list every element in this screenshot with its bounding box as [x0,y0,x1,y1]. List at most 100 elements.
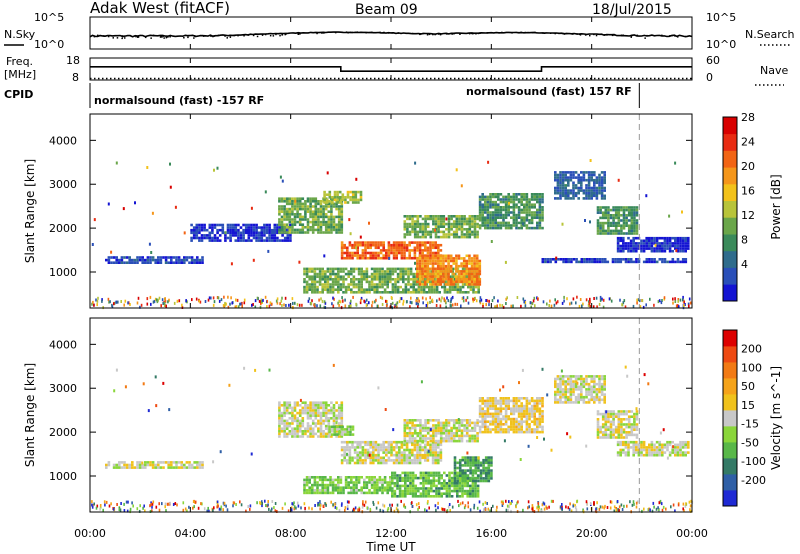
heatmap-cell [462,257,466,260]
heatmap-cell [343,243,346,247]
heatmap-cell [408,230,412,234]
heatmap-cell [309,427,312,430]
heatmap-cell [366,251,370,255]
heatmap-cell [337,417,341,420]
heatmap-cell [411,434,414,438]
heatmap-cell [444,275,448,278]
heatmap-cell [350,270,353,273]
heatmap-cell [409,484,412,488]
heatmap-cell [328,190,332,194]
heatmap-cell [440,474,443,477]
heatmap-cell [330,213,333,216]
heatmap-cell [340,207,344,211]
nsearch-point [571,33,574,35]
heatmap-speckle [162,302,164,305]
heatmap-cell [313,283,317,286]
heatmap-speckle [657,300,660,304]
heatmap-cell [452,262,456,265]
heatmap-cell [296,202,299,206]
heatmap-speckle [465,298,467,302]
heatmap-cell [319,411,323,415]
heatmap-cell [334,278,337,281]
heatmap-cell [554,178,557,182]
heatmap-cell [364,451,367,454]
heatmap-cell [378,283,382,286]
heatmap-cell [450,495,454,498]
heatmap-cell [430,291,434,294]
heatmap-cell [572,191,575,195]
heatmap-cell [491,213,495,217]
heatmap-cell [278,414,281,417]
heatmap-speckle [252,258,255,262]
heatmap-cell [456,487,459,490]
heatmap-cell [398,495,402,498]
heatmap-cell [346,251,349,255]
heatmap-cell [469,461,472,465]
heatmap-cell [617,206,621,209]
heatmap-cell [234,223,238,227]
heatmap-cell [322,419,325,423]
heatmap-cell [370,278,374,281]
heatmap-cell [280,422,284,425]
heatmap-cell [318,483,322,487]
heatmap-cell [314,406,318,410]
heatmap-cell [349,198,352,202]
heatmap-speckle [109,300,111,304]
heatmap-cell [308,478,311,482]
heatmap-cell [364,448,367,452]
heatmap-cell [439,443,443,447]
heatmap-cell [447,421,451,425]
heatmap-cell [470,267,474,271]
heatmap-cell [265,223,269,227]
heatmap-cell [335,215,338,219]
heatmap-cell [417,487,420,490]
heatmap-cell [293,401,297,404]
heatmap-cell [338,201,342,204]
heatmap-cell [541,226,544,230]
heatmap-speckle [467,301,470,305]
heatmap-cell [455,217,459,221]
heatmap-cell [439,264,443,268]
heatmap-speckle [97,296,99,300]
heatmap-cell [478,272,482,276]
heatmap-cell [635,260,638,264]
power-y-axis: 1000 2000 3000 4000 [49,134,77,279]
heatmap-cell [316,275,319,278]
heatmap-cell [393,495,397,498]
heatmap-cell [418,254,422,258]
heatmap-cell [484,226,487,230]
heatmap-cell [308,278,311,281]
heatmap-cell [635,206,639,209]
heatmap-cell [411,471,415,475]
heatmap-cell [645,260,649,264]
heatmap-cell [146,463,150,467]
heatmap-cell [167,466,170,469]
heatmap-speckle [461,297,464,300]
heatmap-cell [541,208,544,212]
heatmap-speckle [195,297,198,301]
heatmap-cell [489,404,492,408]
heatmap-cell [630,216,634,220]
heatmap-cell [494,195,497,199]
heatmap-cell [489,407,492,410]
heatmap-cell [327,422,331,425]
heatmap-cell [645,258,649,261]
heatmap-cell [342,285,345,289]
heatmap-speckle [284,296,287,300]
heatmap-cell [687,239,690,243]
nsearch-point [252,34,255,37]
heatmap-cell [417,288,421,291]
heatmap-cell [369,461,372,465]
heatmap-cell [180,258,183,262]
heatmap-cell [336,198,339,202]
heatmap-cell [311,411,315,415]
heatmap-cell [283,419,286,423]
heatmap-cell [405,249,409,252]
heatmap-cell [458,464,462,467]
heatmap-cell [491,195,495,199]
heatmap-speckle [355,302,357,306]
heatmap-cell [331,283,335,286]
heatmap-cell [633,211,636,214]
heatmap-cell [447,270,450,273]
heatmap-cell [432,426,435,430]
